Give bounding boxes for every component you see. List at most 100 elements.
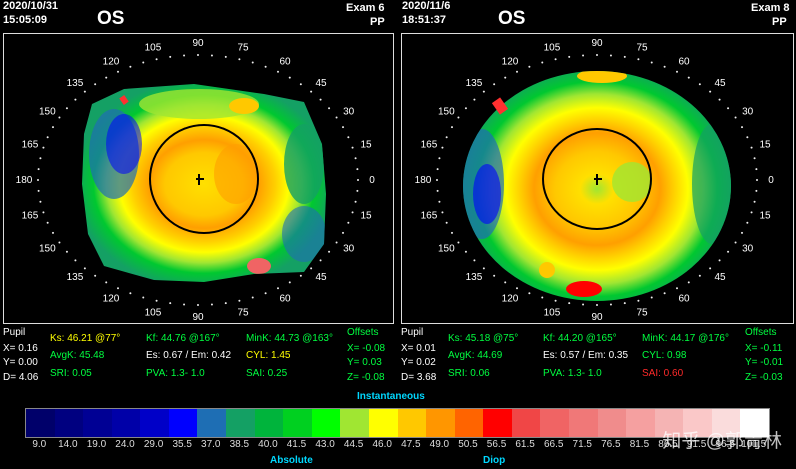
scale-cell: [54, 409, 84, 437]
axis-angle-label: 15: [760, 140, 772, 151]
axis-dot: [310, 267, 313, 270]
left-mink: MinK: 44.73 @163°: [246, 333, 333, 344]
axis-dot: [74, 98, 77, 101]
axis-dot: [709, 90, 712, 93]
axis-dot: [42, 146, 45, 149]
axis-angle-label: 60: [279, 56, 291, 67]
scale-cell: [140, 409, 169, 437]
axis-dot: [623, 302, 626, 305]
scale-cell: [454, 409, 484, 437]
right-sri: SRI: 0.06: [448, 368, 490, 379]
axis-dot: [74, 259, 77, 262]
scale-tick-label: 40.0: [258, 439, 278, 450]
axis-dot: [58, 116, 61, 119]
axis-dot: [473, 98, 476, 101]
axis-dot: [609, 303, 612, 306]
axis-angle-label: 30: [343, 244, 355, 255]
axis-angle-label: 30: [742, 107, 754, 118]
axis-angle-label: 60: [678, 294, 690, 305]
axis-dot: [464, 107, 467, 110]
scale-tick-label: 71.5: [572, 439, 592, 450]
axis-dot: [746, 221, 749, 224]
right-pupil-label: Pupil: [401, 327, 424, 338]
axis-dot: [687, 281, 690, 284]
scale-tick-label: 76.5: [601, 439, 621, 450]
axis-dot: [238, 299, 241, 302]
right-kf: Kf: 44.20 @165°: [543, 333, 617, 344]
axis-dot: [436, 168, 439, 171]
axis-dot: [753, 200, 756, 203]
axis-angle-label: 0: [369, 175, 375, 186]
axis-dot: [676, 70, 678, 73]
axis-angle-label: 45: [315, 78, 327, 89]
axis-dot: [734, 116, 737, 119]
axis-dot: [356, 189, 359, 192]
right-topography-map[interactable]: 0 15 30 45 60 75 90 105 120 135 150 165 180 165 150 135…: [401, 33, 794, 324]
scale-tick-label: 50.5: [458, 439, 478, 450]
axis-dot: [288, 281, 291, 284]
scale-cell: [254, 409, 284, 437]
axis-angle-label: 135: [466, 272, 483, 283]
axis-dot: [482, 267, 485, 270]
scale-cell: [426, 409, 455, 437]
axis-angle-label: 75: [237, 307, 249, 318]
axis-dot: [299, 274, 302, 277]
axis-dot: [457, 116, 460, 119]
axis-dot: [351, 146, 354, 149]
axis-dot: [37, 189, 40, 192]
right-eye-label: OS: [498, 8, 526, 29]
axis-angle-label: 165: [421, 140, 438, 151]
left-sai: SAI: 0.25: [246, 368, 288, 379]
left-date: 2020/10/31: [3, 0, 59, 12]
watermark: 知乎 @郭青林: [662, 431, 782, 452]
axis-dot: [637, 299, 640, 302]
left-cyl: CYL: 1.45: [246, 350, 291, 361]
axis-dot: [554, 58, 557, 61]
axis-dot: [354, 200, 357, 203]
axis-dot: [277, 287, 279, 290]
axis-angle-label: 180: [16, 175, 33, 186]
scale-tick-label: 35.5: [172, 439, 192, 450]
right-cyl: CYL: 0.98: [642, 350, 687, 361]
axis-dot: [741, 231, 744, 234]
axis-dot: [65, 107, 68, 110]
axis-dot: [51, 231, 54, 234]
axis-dot: [224, 55, 227, 58]
scale-cell: [197, 409, 227, 437]
axis-dot: [727, 250, 730, 253]
axis-dot: [347, 221, 350, 224]
scale-tick-label: 91.5: [686, 439, 707, 450]
axis-dot: [482, 90, 485, 93]
left-offset-y: Y= 0.03: [347, 357, 382, 368]
axis-dot: [473, 259, 476, 262]
axis-dot: [441, 146, 444, 149]
scale-tick-label: 66.5: [543, 439, 564, 450]
axis-angle-label: 45: [315, 272, 327, 283]
scale-cell: [568, 409, 598, 437]
right-es-em: Es: 0.57 / Em: 0.35: [543, 350, 629, 361]
axis-dot: [335, 241, 338, 244]
axis-dot: [264, 292, 267, 295]
scale-cell: [111, 409, 141, 437]
axis-dot: [251, 61, 254, 64]
scale-tick-label: 41.5: [286, 439, 307, 450]
axis-dot: [310, 90, 313, 93]
left-topography-map[interactable]: 0 15 30 45 60 75 90 105 120 135 150 165 180 165 150 135…: [3, 33, 394, 324]
axis-dot: [197, 54, 199, 56]
axis-dot: [238, 58, 241, 61]
scale-tick-label: 38.5: [229, 439, 250, 450]
scale-cell: [283, 409, 312, 437]
scale-tick-label: 9.0: [32, 439, 47, 450]
axis-dot: [441, 211, 444, 214]
axis-dot: [750, 211, 753, 214]
axis-dot: [528, 292, 531, 295]
axis-dot: [342, 126, 345, 129]
scale-tick-label: 49.0: [429, 439, 450, 450]
scale-cell: [626, 409, 655, 437]
axis-dot: [264, 65, 267, 68]
left-pupil-label: Pupil: [3, 327, 26, 338]
scale-tick-label: 37.0: [201, 439, 221, 450]
axis-angle-label: 120: [502, 294, 519, 305]
axis-dot: [105, 281, 108, 284]
axis-dot: [755, 189, 758, 192]
